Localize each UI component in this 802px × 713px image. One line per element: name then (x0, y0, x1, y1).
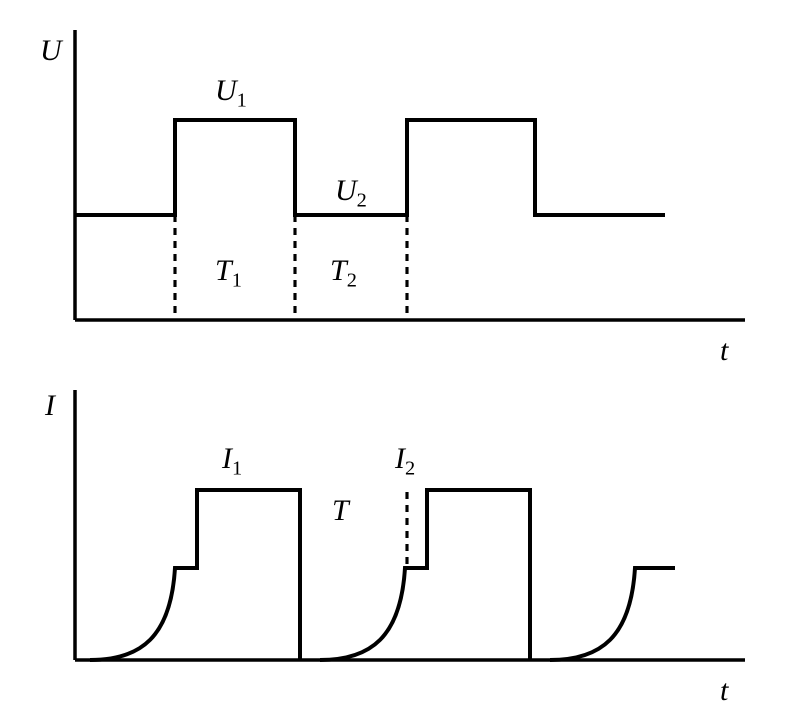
label-U1: U1 (215, 74, 247, 112)
label-T: T (332, 494, 351, 527)
label-t-top: t (720, 334, 729, 367)
label-I: I (44, 389, 57, 422)
label-T1: T1 (215, 254, 242, 292)
current-waveform-3 (550, 568, 675, 660)
current-waveform-2 (320, 490, 530, 660)
voltage-waveform (75, 120, 665, 215)
current-waveform-1 (90, 490, 300, 660)
label-I1: I1 (221, 442, 242, 480)
label-t-bottom: t (720, 674, 729, 707)
label-I2: I2 (394, 442, 415, 480)
label-T2: T2 (330, 254, 357, 292)
label-U: U (40, 34, 64, 67)
label-U2: U2 (335, 174, 367, 212)
